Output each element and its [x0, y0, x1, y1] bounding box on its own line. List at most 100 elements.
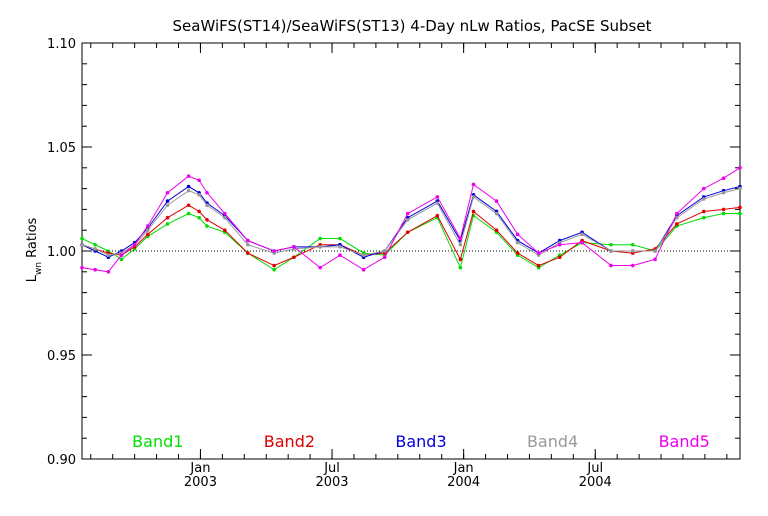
data-point [165, 203, 170, 208]
data-point [630, 249, 635, 253]
data-point [186, 174, 191, 178]
series-band2 [80, 203, 742, 268]
data-point [653, 249, 657, 253]
data-point [222, 211, 227, 216]
data-point [197, 209, 201, 214]
data-point [80, 236, 84, 241]
data-point [435, 201, 440, 205]
data-point [146, 228, 150, 232]
data-point [405, 218, 410, 222]
data-point [738, 211, 742, 216]
data-point [382, 255, 387, 260]
svg-text:Lwn Ratios: Lwn Ratios [25, 217, 44, 282]
data-point [338, 253, 342, 257]
data-point [186, 203, 191, 208]
data-point [653, 257, 657, 262]
data-point [702, 186, 706, 191]
data-point [458, 242, 463, 247]
data-point [702, 197, 706, 201]
data-point [338, 236, 342, 241]
data-point [536, 263, 541, 268]
data-point [205, 218, 209, 222]
data-point [702, 215, 706, 220]
data-point [318, 236, 322, 241]
data-point [292, 255, 296, 260]
data-point [106, 270, 111, 274]
data-point [119, 257, 124, 262]
data-point [721, 190, 726, 195]
data-point [405, 230, 410, 235]
data-point [197, 178, 201, 183]
data-point [630, 263, 635, 268]
legend-label-band2: Band2 [264, 432, 315, 451]
series-band5 [80, 166, 742, 274]
data-point [361, 253, 366, 257]
y-axis-label: Lwn Ratios [25, 217, 44, 282]
data-point [675, 215, 679, 220]
data-point [165, 190, 170, 195]
data-point [165, 199, 170, 203]
data-point [515, 240, 520, 245]
data-point [318, 245, 322, 249]
data-point [165, 222, 170, 226]
legend-label-band5: Band5 [659, 432, 710, 451]
data-point [557, 242, 562, 247]
y-tick-label: 0.95 [47, 349, 76, 364]
x-tick-month: Jan [453, 461, 474, 476]
data-point [246, 251, 250, 255]
data-point [738, 186, 742, 191]
data-point [222, 228, 227, 232]
data-point [93, 247, 97, 251]
y-axis: 1.10 1.05 1.00 0.95 0.90 [47, 37, 740, 468]
data-point [106, 253, 111, 257]
series-group [80, 166, 742, 274]
data-point [132, 242, 137, 247]
chart-title: SeaWiFS(ST14)/SeaWiFS(ST13) 4-Day nLw Ra… [173, 17, 652, 35]
data-point [609, 263, 613, 268]
x-tick-year: 2003 [315, 475, 348, 490]
data-point [205, 203, 209, 208]
data-point [119, 253, 124, 257]
data-point [471, 209, 476, 214]
data-point [721, 176, 726, 180]
legend-label-band1: Band1 [132, 432, 183, 451]
data-point [494, 199, 499, 203]
data-point [318, 265, 322, 270]
data-point [458, 257, 463, 262]
data-point [222, 215, 227, 220]
data-point [494, 211, 499, 216]
data-point [205, 224, 209, 228]
data-point [471, 195, 476, 199]
data-point [738, 166, 742, 170]
data-point [205, 190, 209, 195]
series-line [81, 213, 740, 271]
data-point [382, 249, 387, 253]
data-point [186, 211, 191, 216]
data-point [458, 265, 463, 270]
data-point [93, 242, 97, 247]
x-tick-month: Jul [323, 461, 340, 476]
data-point [197, 215, 201, 220]
data-point [80, 265, 84, 270]
data-point [580, 240, 584, 245]
data-point [186, 188, 191, 193]
data-point [272, 263, 276, 268]
y-tick-label: 0.90 [47, 453, 76, 468]
data-point [272, 267, 276, 272]
data-point [361, 267, 366, 272]
legend-label-band4: Band4 [527, 432, 578, 451]
data-point [515, 232, 520, 237]
data-point [721, 207, 726, 212]
data-point [609, 249, 613, 253]
data-point [630, 242, 635, 247]
series-line [81, 204, 741, 267]
data-point [458, 236, 463, 241]
x-tick-year: 2004 [447, 475, 480, 490]
legend: Band1 Band2 Band3 Band4 Band5 [132, 432, 710, 451]
data-point [186, 184, 191, 189]
data-point [435, 213, 440, 218]
data-point [675, 211, 679, 216]
data-point [435, 195, 440, 199]
